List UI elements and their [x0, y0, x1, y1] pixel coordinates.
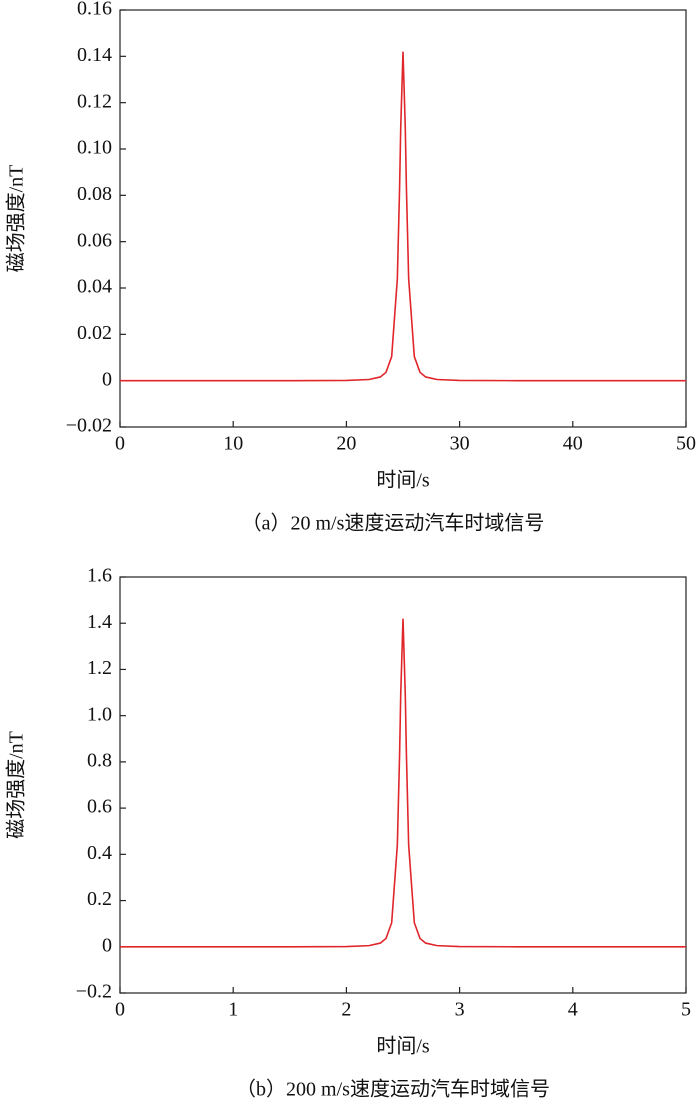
y-tick-label: 0.16	[77, 0, 112, 20]
y-tick-label: 0	[102, 368, 112, 390]
data-line	[120, 51, 686, 382]
y-tick-label: 0.02	[77, 322, 112, 344]
y-tick-label: 0	[102, 934, 112, 956]
plot-frame	[119, 9, 687, 428]
x-tick-label: 0	[115, 433, 125, 455]
y-tick-label: 1.0	[87, 703, 112, 725]
x-tick-label: 1	[228, 999, 238, 1021]
x-axis-label: 时间/s	[376, 469, 430, 492]
x-tick-label: 40	[563, 433, 583, 455]
y-tick-label: 0.04	[77, 276, 112, 298]
plot-frame	[119, 576, 687, 994]
x-tick-label: 0	[115, 999, 125, 1021]
y-tick-label: 1.6	[87, 565, 112, 587]
y-tick-label: 1.2	[87, 657, 112, 679]
y-axis-label: 磁场强度/nT	[5, 731, 28, 839]
x-tick-label: 4	[568, 999, 578, 1021]
x-tick-label: 3	[455, 999, 465, 1021]
x-tick-label: 2	[341, 999, 351, 1021]
y-tick-label: 0.6	[87, 796, 112, 818]
caption: （a）20 m/s速度运动汽车时域信号	[242, 512, 545, 535]
y-tick-label: 0.2	[87, 888, 112, 910]
x-tick-label: 5	[681, 999, 691, 1021]
y-tick-label: −0.2	[76, 981, 112, 1003]
y-tick-label: 0.10	[77, 137, 112, 159]
x-tick-label: 20	[336, 433, 356, 455]
x-tick-label: 30	[450, 433, 470, 455]
caption: （b）200 m/s速度运动汽车时域信号	[236, 1078, 550, 1101]
x-tick-label: 50	[676, 433, 696, 455]
y-axis-label: 磁场强度/nT	[5, 165, 28, 273]
y-tick-label: 0.8	[87, 749, 112, 771]
y-tick-label: 0.14	[77, 44, 112, 66]
y-tick-label: 0.06	[77, 229, 112, 251]
data-line	[120, 618, 686, 948]
y-tick-label: 0.4	[87, 842, 112, 864]
x-axis-label: 时间/s	[376, 1035, 430, 1058]
y-tick-label: 0.08	[77, 183, 112, 205]
y-tick-label: 0.12	[77, 90, 112, 112]
x-tick-label: 10	[223, 433, 243, 455]
y-tick-label: −0.02	[66, 415, 112, 437]
y-tick-label: 1.4	[87, 611, 112, 633]
